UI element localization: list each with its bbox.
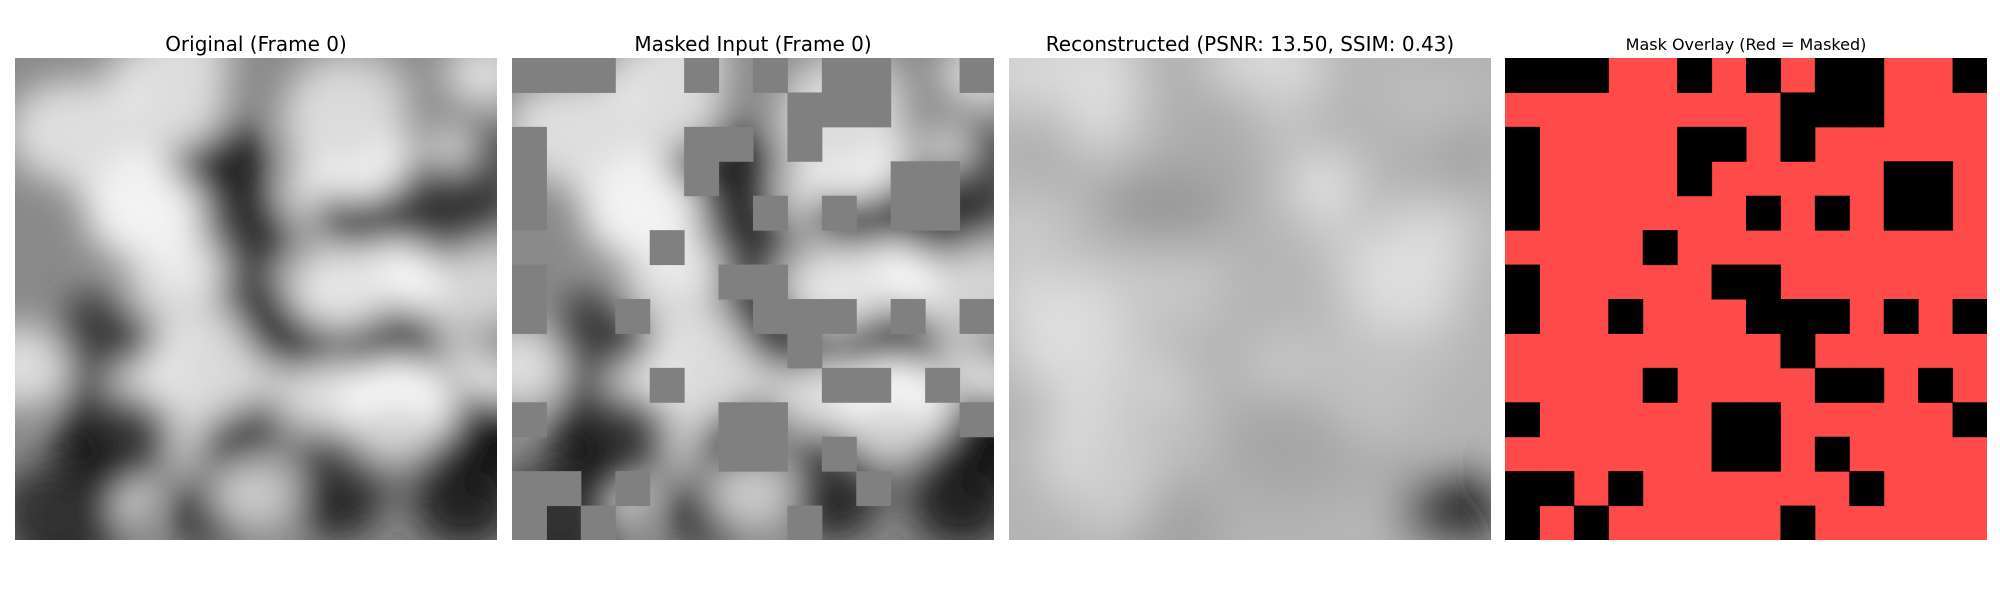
panel-title-masked-input: Masked Input (Frame 0)	[634, 32, 872, 56]
reconstructed-texture	[1009, 58, 1491, 540]
mask-overlay-grid	[1505, 58, 1987, 540]
masked-input-image	[512, 58, 994, 540]
reconstructed-image	[1009, 58, 1491, 540]
masked-texture	[512, 58, 994, 540]
panel-title-reconstructed: Reconstructed (PSNR: 13.50, SSIM: 0.43)	[1045, 32, 1455, 56]
original-image	[15, 58, 497, 540]
panel-title-mask-overlay: Mask Overlay (Red = Masked)	[1625, 35, 1867, 54]
original-texture	[15, 58, 497, 540]
mask-overlay-image	[1505, 58, 1987, 540]
panel-title-original: Original (Frame 0)	[165, 32, 347, 56]
